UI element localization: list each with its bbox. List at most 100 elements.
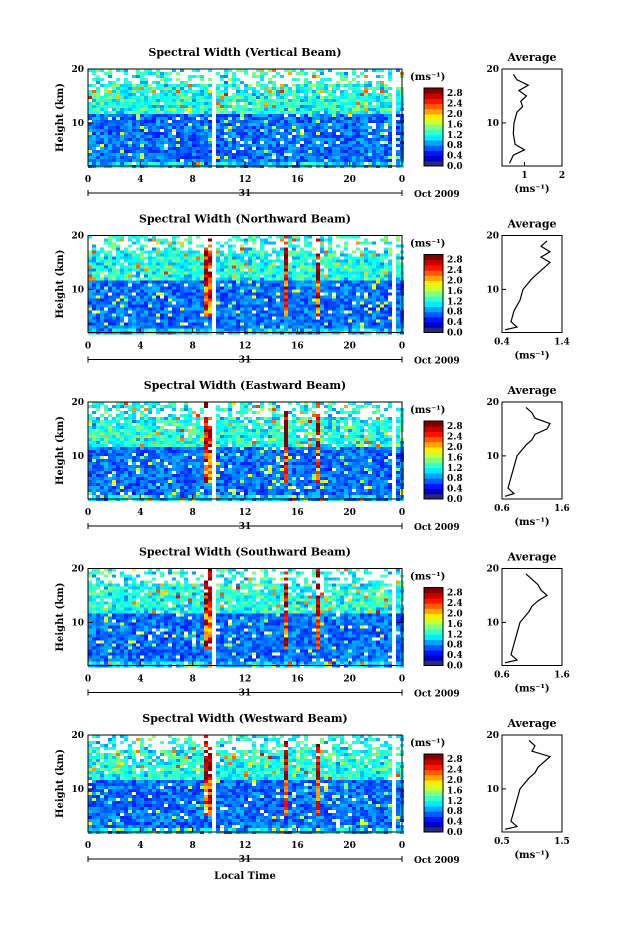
x-tick-label: 20 — [343, 508, 356, 518]
colorbar-tick-label: 2.0 — [447, 110, 463, 120]
colorbar-segment — [424, 796, 443, 802]
colorbar-segment — [424, 593, 443, 599]
date-label: Oct 2009 — [414, 690, 460, 700]
date-label: Oct 2009 — [414, 357, 460, 367]
x-tick-label: 8 — [190, 342, 196, 352]
colorbar-segment — [424, 322, 443, 328]
average-y-tick-label: 20 — [486, 232, 499, 242]
average-x-tick-label: 1.6 — [554, 504, 570, 514]
average-x-label: (ms⁻¹) — [514, 850, 549, 861]
colorbar-segment — [424, 588, 443, 594]
colorbar-segment — [424, 770, 443, 776]
heatmap-cells — [88, 236, 404, 335]
x-tick-label: 0 — [399, 675, 405, 685]
panel-title: Spectral Width (Eastward Beam) — [144, 379, 346, 392]
colorbar-segment — [424, 603, 443, 609]
colorbar-tick-label: 2.8 — [447, 89, 463, 99]
panel-3: Spectral Width (Eastward Beam)1020Height… — [55, 379, 570, 533]
colorbar-tick-label: 0.4 — [447, 152, 463, 162]
colorbar-tick-label: 0.8 — [447, 141, 463, 151]
colorbar-tick-label: 2.8 — [447, 422, 463, 432]
colorbar-segment — [424, 650, 443, 656]
average-x-tick-label: 2 — [559, 171, 565, 181]
colorbar-unit-label: (ms⁻¹) — [410, 239, 445, 250]
average-x-tick-label: 1 — [521, 171, 527, 181]
colorbar-tick-label: 0.4 — [447, 318, 463, 328]
colorbar-segment — [424, 119, 443, 125]
colorbar-segment — [424, 655, 443, 661]
heatmap-cells — [88, 735, 404, 834]
colorbar-unit-label: (ms⁻¹) — [410, 72, 445, 83]
day-label: 31 — [239, 689, 252, 699]
x-tick-label: 20 — [343, 841, 356, 851]
average-frame — [502, 402, 562, 499]
average-profile-line — [510, 74, 529, 163]
average-x-label: (ms⁻¹) — [514, 184, 549, 195]
colorbar-tick-label: 1.2 — [447, 131, 463, 141]
colorbar-segment — [424, 281, 443, 287]
x-tick-label: 16 — [291, 342, 304, 352]
colorbar-tick-label: 2.8 — [447, 755, 463, 765]
colorbar-segment — [424, 150, 443, 156]
x-tick-label: 0 — [399, 508, 405, 518]
colorbar-unit-label: (ms⁻¹) — [410, 572, 445, 583]
x-tick-label: 12 — [239, 841, 252, 851]
colorbar-segment — [424, 811, 443, 817]
colorbar-tick-label: 0.0 — [447, 662, 463, 672]
date-label: Oct 2009 — [414, 523, 460, 533]
day-label: 31 — [239, 189, 252, 199]
y-tick-label: 20 — [71, 731, 84, 741]
colorbar-segment — [424, 437, 443, 443]
average-y-tick-label: 10 — [486, 785, 499, 795]
colorbar-segment — [424, 640, 443, 646]
colorbar-segment — [424, 790, 443, 796]
x-tick-label: 20 — [343, 675, 356, 685]
x-tick-label: 0 — [399, 175, 405, 185]
colorbar-unit-label: (ms⁻¹) — [410, 738, 445, 749]
colorbar-tick-label: 2.4 — [447, 100, 463, 110]
x-tick-label: 4 — [137, 675, 143, 685]
colorbar-segment — [424, 822, 443, 828]
colorbar-tick-label: 1.2 — [447, 630, 463, 640]
colorbar-tick-label: 2.4 — [447, 766, 463, 776]
y-tick-label: 10 — [71, 618, 84, 628]
panel-title: Spectral Width (Northward Beam) — [139, 213, 351, 226]
colorbar-segment — [424, 801, 443, 807]
colorbar-segment — [424, 426, 443, 432]
average-y-tick-label: 20 — [486, 398, 499, 408]
day-label: 31 — [239, 522, 252, 532]
colorbar-segment — [424, 296, 443, 302]
x-tick-label: 20 — [343, 342, 356, 352]
colorbar-segment — [424, 775, 443, 781]
colorbar-segment — [424, 156, 443, 162]
colorbar-tick-label: 2.0 — [447, 776, 463, 786]
colorbar-segment — [424, 624, 443, 630]
panel-title: Spectral Width (Vertical Beam) — [148, 46, 341, 59]
colorbar-tick-label: 2.0 — [447, 443, 463, 453]
colorbar-tick-label: 0.4 — [447, 651, 463, 661]
colorbar-tick-label: 0.0 — [447, 828, 463, 838]
y-tick-label: 20 — [71, 565, 84, 575]
colorbar-segment — [424, 130, 443, 136]
colorbar-tick-label: 1.6 — [447, 287, 463, 297]
y-tick-label: 10 — [71, 285, 84, 295]
day-label: 31 — [239, 356, 252, 366]
average-x-label: (ms⁻¹) — [514, 517, 549, 528]
colorbar-segment — [424, 270, 443, 276]
colorbar-tick-label: 2.8 — [447, 589, 463, 599]
panel-title: Spectral Width (Southward Beam) — [139, 546, 351, 559]
colorbar-segment — [424, 124, 443, 130]
average-x-tick-label: 0.4 — [494, 338, 510, 348]
average-title: Average — [506, 551, 556, 564]
average-frame — [502, 69, 562, 166]
x-tick-label: 8 — [190, 508, 196, 518]
average-x-tick-label: 1.6 — [554, 671, 570, 681]
x-tick-label: 20 — [343, 175, 356, 185]
average-y-tick-label: 20 — [486, 565, 499, 575]
colorbar-segment — [424, 93, 443, 99]
panel-4: Spectral Width (Southward Beam)1020Heigh… — [55, 546, 570, 700]
colorbar-tick-label: 2.4 — [447, 266, 463, 276]
x-tick-label: 16 — [291, 175, 304, 185]
x-tick-label: 16 — [291, 841, 304, 851]
